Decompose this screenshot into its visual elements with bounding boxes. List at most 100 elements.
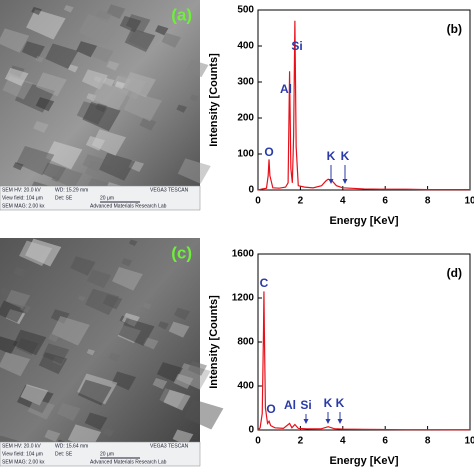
sem-texture bbox=[94, 9, 113, 23]
info-text: Det: SE bbox=[55, 451, 73, 457]
info-text: VEGA3 TESCAN bbox=[150, 187, 189, 193]
sem-texture bbox=[57, 403, 81, 421]
sem-texture bbox=[163, 389, 191, 411]
sem-texture bbox=[45, 43, 79, 69]
sem-texture bbox=[114, 81, 126, 90]
peak-label: O bbox=[266, 402, 275, 416]
sem-texture bbox=[63, 5, 74, 13]
info-text: WD: 15.29 mm bbox=[55, 187, 88, 193]
sem-texture bbox=[19, 240, 53, 266]
sem-texture bbox=[106, 60, 120, 71]
sem-texture bbox=[124, 28, 156, 52]
sem-texture bbox=[92, 46, 114, 63]
info-text: 20 μm bbox=[100, 195, 114, 201]
sem-texture bbox=[0, 351, 31, 377]
info-text: View field: 104 μm bbox=[2, 451, 43, 457]
y-tick-label: 400 bbox=[237, 381, 254, 392]
x-tick-label: 4 bbox=[340, 436, 346, 447]
sem-texture bbox=[187, 361, 208, 376]
x-tick-label: 10 bbox=[464, 196, 474, 207]
sem-texture bbox=[122, 72, 156, 98]
x-tick-label: 8 bbox=[425, 196, 431, 207]
sem-texture bbox=[4, 67, 29, 87]
info-text: SEM HV: 20.0 kV bbox=[2, 443, 41, 449]
peak-label: Al bbox=[280, 82, 292, 96]
y-tick-label: 0 bbox=[248, 185, 254, 196]
sem-texture bbox=[12, 329, 47, 356]
peak-label: O bbox=[264, 145, 273, 159]
info-text: Det: SE bbox=[55, 195, 73, 201]
sem-texture bbox=[142, 302, 152, 310]
peak-arrowhead bbox=[303, 419, 309, 424]
sem-texture bbox=[118, 318, 155, 346]
panel-label: (b) bbox=[447, 22, 462, 36]
peak-label: K bbox=[324, 396, 333, 410]
sem-texture bbox=[0, 336, 18, 355]
sem-texture bbox=[51, 316, 90, 346]
sem-texture bbox=[119, 15, 142, 33]
info-bar bbox=[0, 441, 201, 467]
sem-texture bbox=[19, 304, 32, 313]
sem-texture bbox=[86, 348, 96, 356]
sem-texture bbox=[12, 162, 24, 171]
sem-texture bbox=[121, 258, 133, 267]
info-bar bbox=[0, 185, 201, 211]
sem-texture bbox=[168, 321, 190, 338]
sem-texture bbox=[77, 295, 86, 302]
sem-texture bbox=[102, 77, 115, 87]
sem-texture bbox=[184, 399, 224, 430]
info-text: WD: 15.64 mm bbox=[55, 443, 88, 449]
x-axis-label: Energy [KeV] bbox=[329, 215, 398, 227]
sem-texture bbox=[161, 32, 181, 48]
peak-label: C bbox=[260, 276, 269, 290]
sem-texture bbox=[33, 120, 49, 134]
peak-label: K bbox=[336, 396, 345, 410]
panel-label: (d) bbox=[447, 266, 462, 280]
x-tick-label: 8 bbox=[425, 436, 431, 447]
spectrum-line bbox=[257, 291, 470, 431]
sem-texture bbox=[48, 333, 60, 343]
sem-texture bbox=[0, 287, 12, 297]
x-axis-label: Energy [KeV] bbox=[329, 455, 398, 467]
sem-texture bbox=[172, 429, 194, 446]
sem-texture bbox=[99, 152, 136, 181]
y-axis-label: Intensity [Counts] bbox=[208, 53, 220, 147]
sem-texture bbox=[158, 321, 169, 330]
sem-texture bbox=[106, 4, 126, 19]
y-axis-label: Intensity [Counts] bbox=[208, 295, 220, 389]
sem-texture bbox=[111, 371, 137, 391]
peak-label: Al bbox=[284, 398, 296, 412]
y-tick-label: 400 bbox=[237, 41, 254, 52]
sem-texture bbox=[176, 104, 188, 113]
info-text: SEM MAG: 2.00 kx bbox=[2, 459, 45, 465]
sem-texture bbox=[152, 377, 168, 390]
y-tick-label: 100 bbox=[237, 149, 254, 160]
sem-texture bbox=[31, 6, 42, 16]
sem-texture bbox=[13, 267, 27, 277]
sem-texture bbox=[185, 59, 209, 78]
x-tick-label: 6 bbox=[382, 196, 388, 207]
sem-texture bbox=[45, 141, 83, 170]
sem-texture bbox=[78, 13, 120, 46]
sem-texture bbox=[77, 379, 112, 406]
sem-texture bbox=[91, 129, 126, 156]
y-tick-label: 1600 bbox=[232, 249, 255, 260]
peak-label: K bbox=[327, 149, 336, 163]
sem-texture bbox=[35, 55, 45, 63]
info-text: View field: 104 μm bbox=[2, 195, 43, 201]
sem-texture bbox=[67, 64, 79, 73]
sem-texture bbox=[139, 117, 157, 131]
info-text: Advanced Materials Research Lab bbox=[90, 203, 167, 209]
panel-label: (a) bbox=[171, 5, 192, 24]
sem-texture bbox=[66, 365, 78, 374]
y-tick-label: 1200 bbox=[232, 293, 255, 304]
spectrum-line bbox=[257, 20, 470, 191]
panel-label: (c) bbox=[171, 243, 192, 262]
peak-label: K bbox=[341, 149, 350, 163]
sem-texture bbox=[44, 429, 61, 442]
sem-texture bbox=[20, 384, 49, 406]
sem-texture bbox=[103, 428, 114, 437]
peak-arrowhead bbox=[325, 419, 331, 424]
